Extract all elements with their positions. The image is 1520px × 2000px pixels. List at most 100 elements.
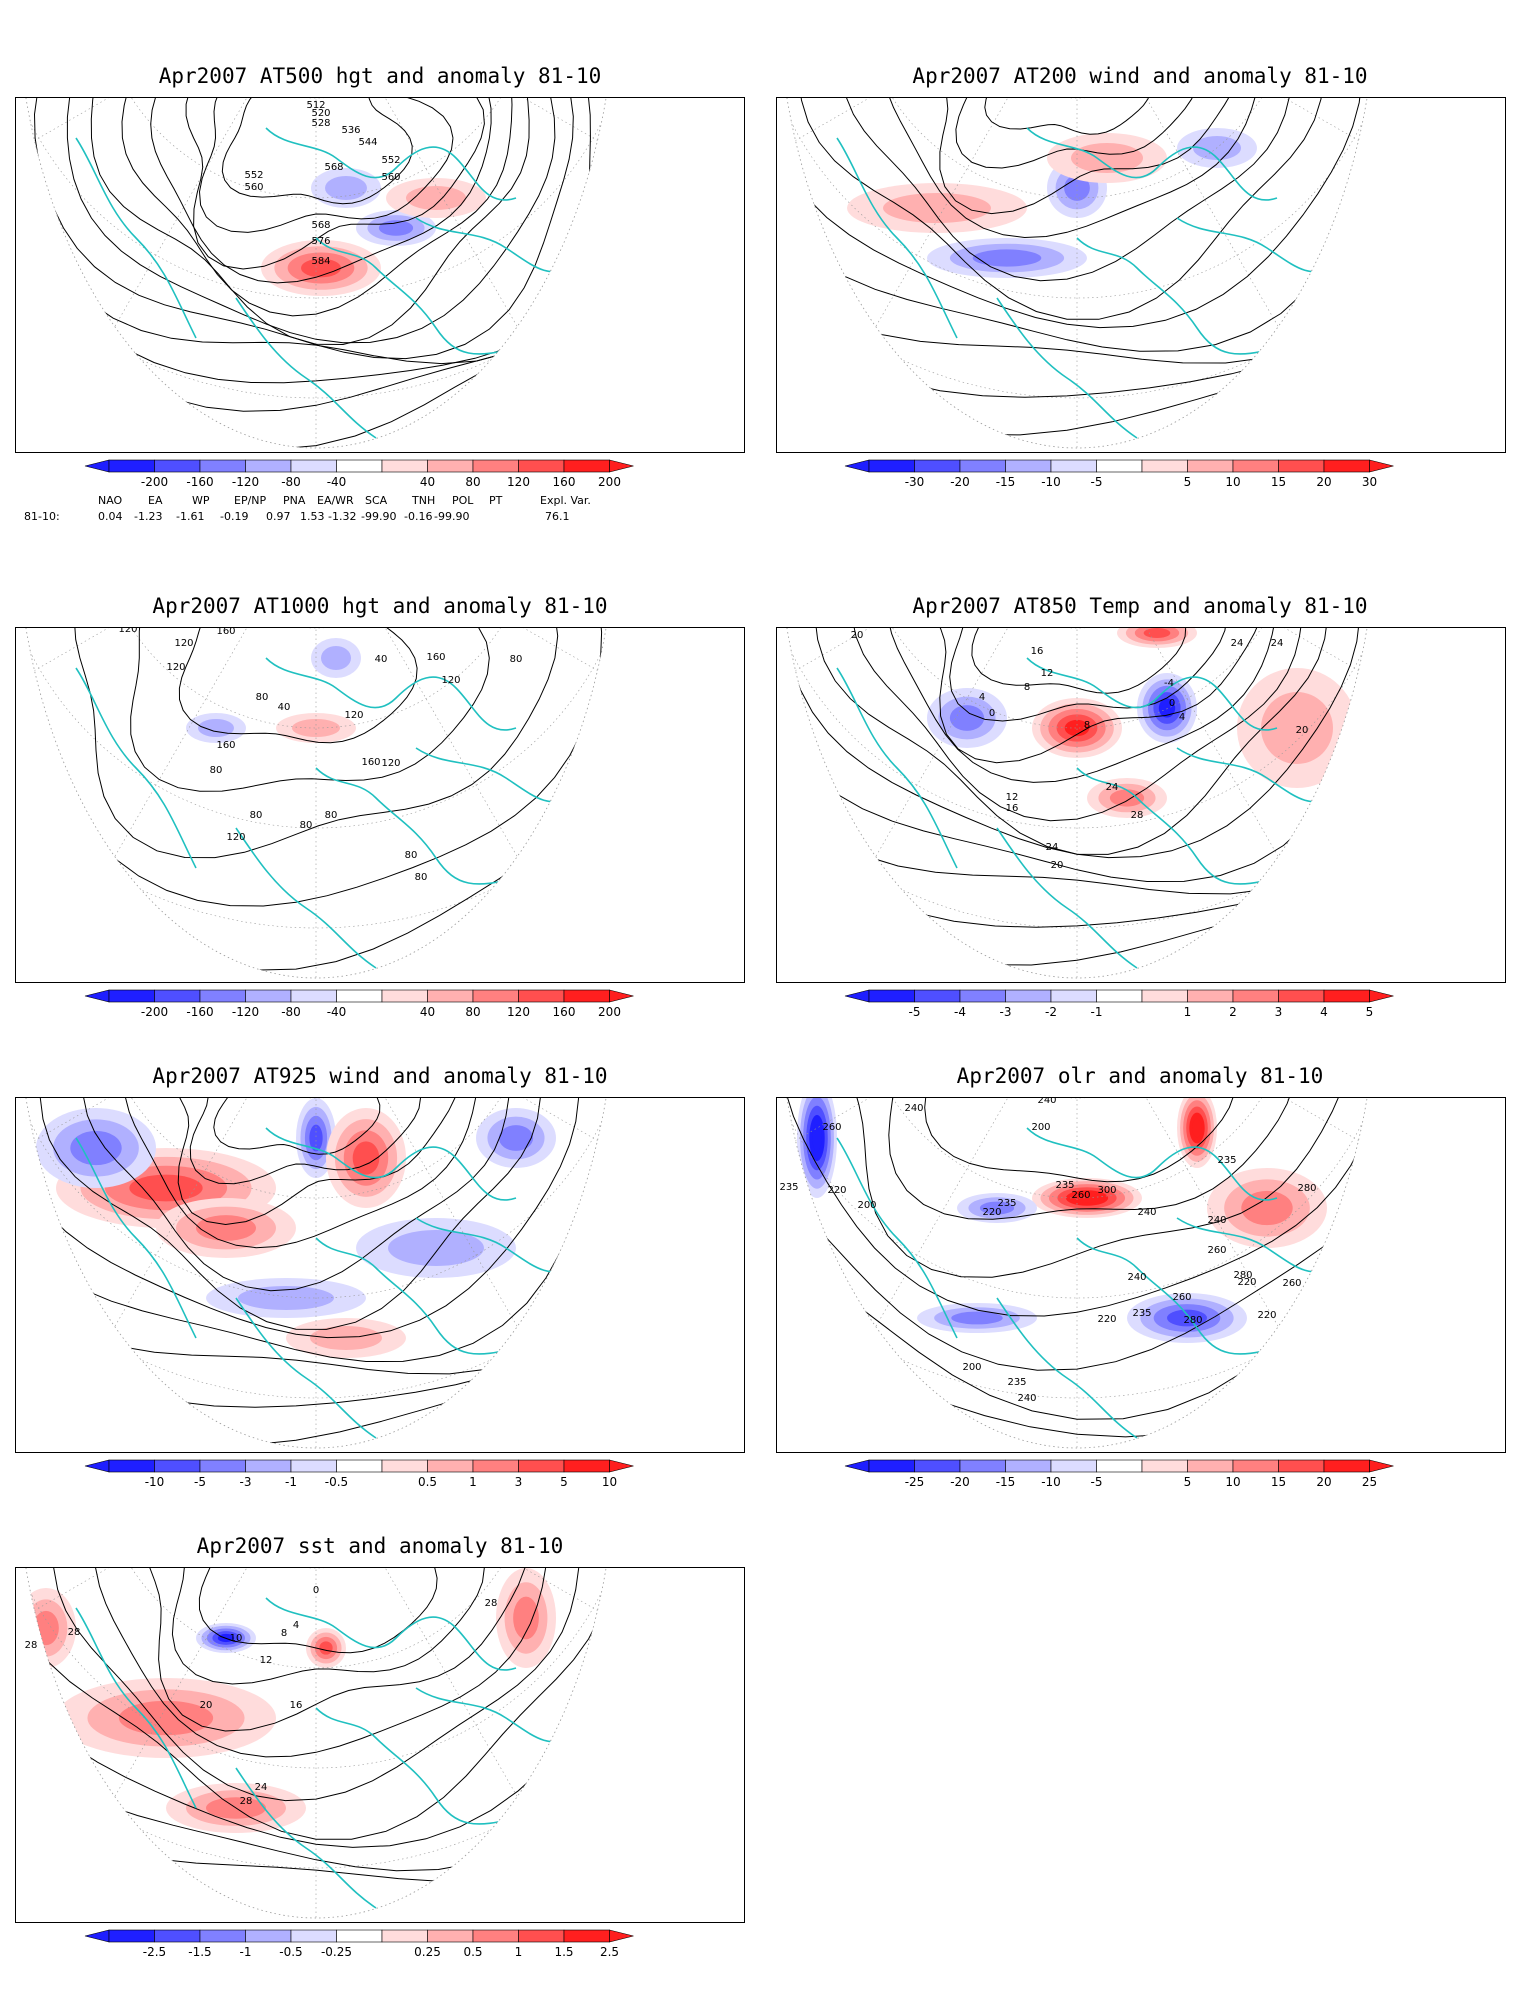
contour-line <box>16 628 603 907</box>
colorbar-arrow-high <box>1369 459 1394 473</box>
contour-label: 4 <box>979 692 985 703</box>
contour-line <box>39 1098 541 1330</box>
colorbar-swatch <box>290 989 337 1003</box>
colorbar-tick-label: 20 <box>1316 1475 1331 1489</box>
colorbar-swatch <box>245 459 292 473</box>
contour-label: 120 <box>344 710 363 721</box>
anomaly-shading <box>972 249 1042 267</box>
colorbar-arrow-low <box>84 1459 110 1473</box>
index-value: -1.32 <box>328 510 357 523</box>
contour-line <box>123 1098 478 1249</box>
contour-label: 28 <box>25 1640 38 1651</box>
contour-line <box>928 628 1265 764</box>
contour-label: 120 <box>118 628 137 635</box>
map-plot <box>15 1097 745 1453</box>
contour-line <box>16 98 591 365</box>
colorbar-tick-label: -10 <box>145 1475 165 1489</box>
colorbar: -25 -20 -15 -10 -5 5 10 15 20 25 <box>820 1458 1460 1492</box>
coastline <box>1026 657 1278 731</box>
colorbar-swatch <box>199 989 246 1003</box>
colorbar: -2.5 -1.5 -1 -0.5 -0.25 0.25 0.5 1 1.5 2.5 <box>60 1928 700 1962</box>
panel-title: Apr2007 AT200 wind and anomaly 81-10 <box>912 64 1368 88</box>
contour-line <box>185 98 485 270</box>
colorbar-swatch <box>1005 459 1052 473</box>
index-value: 76.1 <box>545 510 570 523</box>
index-header-row: NAO EA WP EP/NP PNA EA/WR SCA TNH POL PT… <box>20 494 720 510</box>
contour-label: 20 <box>200 1700 213 1711</box>
map-plot: 120 120 160 120 80 40 120 160 80 80 160 120 80 40 120 1… <box>15 627 745 983</box>
colorbar-swatch <box>427 1459 474 1473</box>
contour-label: 280 <box>1297 1183 1316 1194</box>
index-value: 0.97 <box>266 510 291 523</box>
contour-label: 0 <box>1169 698 1175 709</box>
contour-label: 120 <box>441 675 460 686</box>
colorbar-swatch <box>1187 459 1234 473</box>
colorbar-tick-label: 25 <box>1362 1475 1377 1489</box>
contour-label: 200 <box>1031 1122 1050 1133</box>
contour-line <box>888 1098 1296 1220</box>
colorbar-tick-label: 40 <box>420 1005 435 1019</box>
contour-label: 160 <box>216 628 235 637</box>
colorbar-swatch <box>336 1459 383 1473</box>
colorbar-tick-label: 3 <box>1275 1005 1283 1019</box>
contour-label: 220 <box>1237 1277 1256 1288</box>
colorbar-tick-label: 30 <box>1362 475 1377 489</box>
contour-label: 260 <box>822 1122 841 1133</box>
contour-label: 28 <box>485 1598 498 1609</box>
colorbar: -30 -20 -15 -10 -5 5 10 15 20 30 <box>820 458 1460 492</box>
contour-line <box>221 98 413 205</box>
contour-line <box>930 98 1243 215</box>
contour-label: 544 <box>358 137 377 148</box>
contour-label: 80 <box>325 810 338 821</box>
colorbar-swatch <box>868 1459 915 1473</box>
anomaly-shading <box>979 1201 1015 1215</box>
latitude-gridline <box>777 1098 1377 1399</box>
contour-label: 235 <box>997 1198 1016 1209</box>
colorbar-swatch <box>245 1459 292 1473</box>
anomaly-shading <box>1071 143 1143 173</box>
colorbar-tick-label: 10 <box>1225 475 1240 489</box>
contour-label: 24 <box>1046 842 1059 853</box>
map-boundary <box>786 98 1368 449</box>
colorbar-tick-label: 160 <box>553 475 576 489</box>
contour-line <box>213 1098 381 1155</box>
contour-line <box>66 98 556 344</box>
longitude-gridline <box>315 1568 616 1918</box>
colorbar-tick-label: -200 <box>141 475 168 489</box>
coastline <box>415 217 577 273</box>
contour-line <box>171 1098 459 1226</box>
coastline <box>315 237 517 355</box>
contour-line <box>94 1568 548 1758</box>
colorbar-tick-label: -0.5 <box>325 1475 348 1489</box>
colorbar-arrow-low <box>84 459 110 473</box>
contour-line <box>777 98 1377 352</box>
colorbar-swatch <box>472 989 519 1003</box>
contour-label: 160 <box>361 757 380 768</box>
colorbar-arrow-low <box>84 989 110 1003</box>
colorbar-tick-label: -3 <box>1000 1005 1012 1019</box>
colorbar-arrow-high <box>609 1459 634 1473</box>
contour-line <box>16 1098 610 1363</box>
colorbar-arrow-high <box>1369 989 1394 1003</box>
colorbar-tick-label: 0.5 <box>463 1945 482 1959</box>
contour-line <box>150 98 492 284</box>
coastline <box>996 1297 1138 1439</box>
coastline <box>415 1687 577 1743</box>
anomaly-shading <box>1261 692 1333 764</box>
colorbar-swatch <box>427 459 474 473</box>
contour-line <box>777 1098 1377 1371</box>
panel-at1000-hgt: Apr2007 AT1000 hgt and anomaly 81-10 120… <box>0 560 760 1030</box>
contour-label: 120 <box>381 758 400 769</box>
contour-label: 220 <box>1097 1314 1116 1325</box>
anomaly-shading <box>1241 1190 1293 1226</box>
anomaly-shading <box>196 1215 256 1241</box>
contour-label: 260 <box>1207 1245 1226 1256</box>
colorbar-tick-label: -0.25 <box>321 1945 352 1959</box>
contour-label: 528 <box>311 118 330 129</box>
contour-line <box>16 1098 580 1339</box>
contour-label: 12 <box>1006 792 1019 803</box>
colorbar-swatch <box>518 989 565 1003</box>
colorbar-swatch <box>563 459 610 473</box>
index-value: -0.16 <box>404 510 433 523</box>
contour-label: 220 <box>827 1185 846 1196</box>
